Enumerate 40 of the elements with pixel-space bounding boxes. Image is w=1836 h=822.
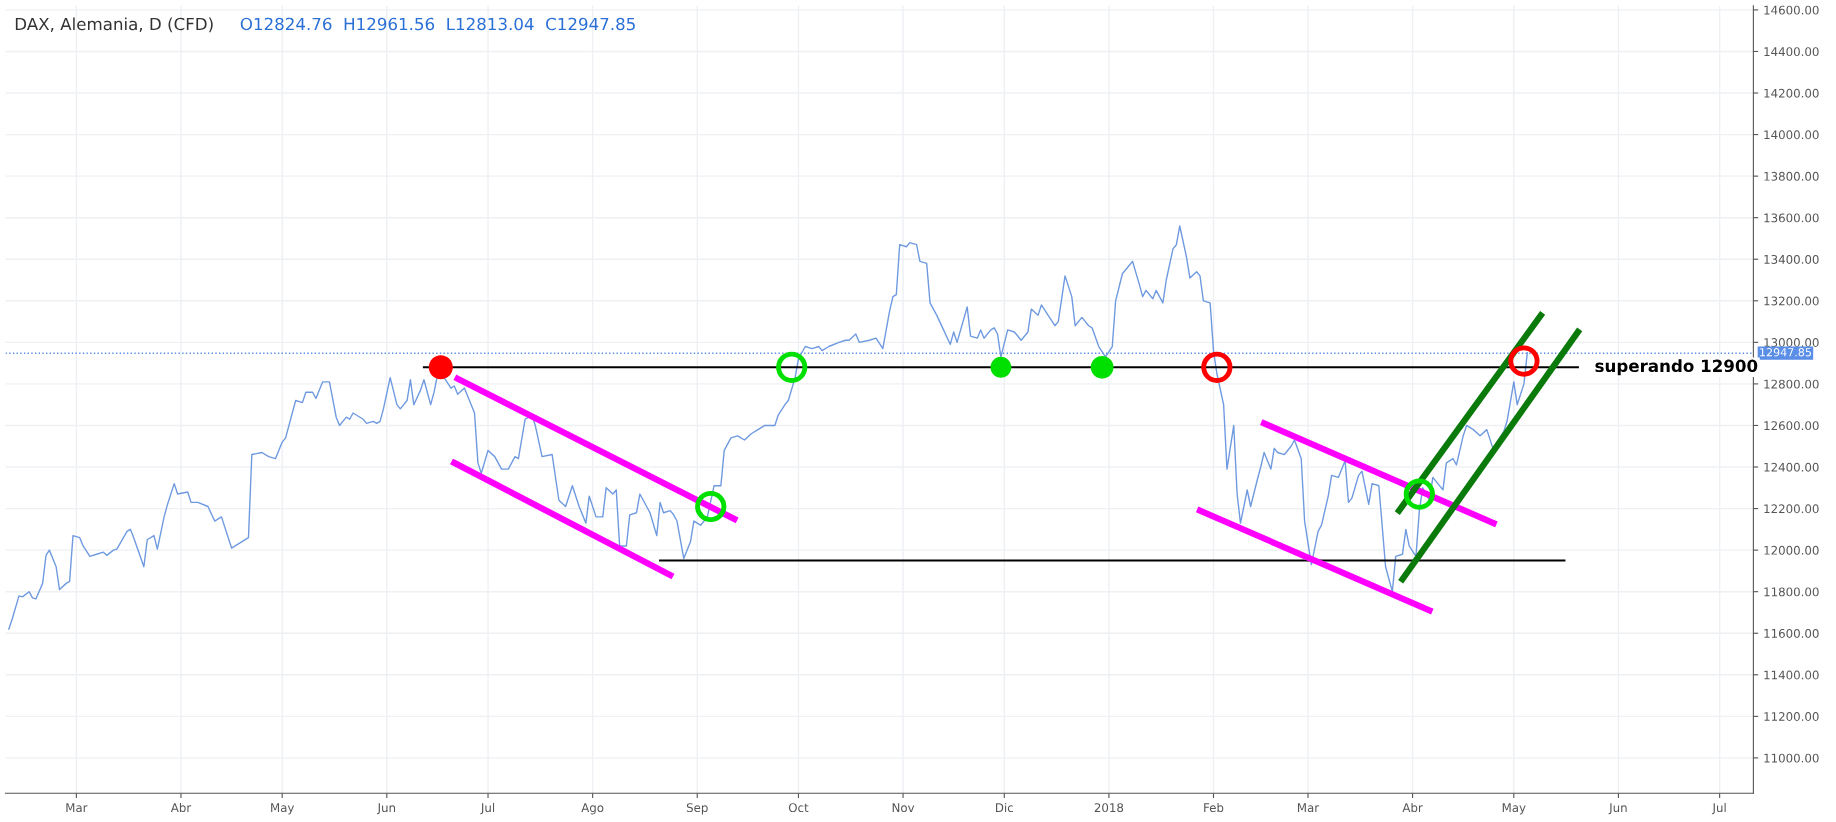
y-tick-label: 14200.00 bbox=[1764, 88, 1819, 98]
x-tick-label: Ago bbox=[581, 803, 604, 815]
x-tick-label: Feb bbox=[1204, 802, 1224, 813]
y-tick-label: 11200.00 bbox=[1764, 712, 1819, 722]
x-tick-label: Jul bbox=[1711, 802, 1726, 815]
x-tick-label: Jun bbox=[1608, 803, 1627, 815]
y-tick-label: 13400.00 bbox=[1764, 254, 1819, 264]
y-tick-label: 14400.00 bbox=[1764, 47, 1819, 57]
x-tick-label: Abr bbox=[1402, 802, 1423, 813]
ref-line-label: 12947.85 bbox=[1760, 348, 1811, 357]
y-tick-label: 14600.00 bbox=[1764, 5, 1819, 15]
y-tick-label: 13000.00 bbox=[1764, 338, 1819, 348]
x-tick-label: 2018 bbox=[1094, 803, 1124, 813]
x-tick-label: Jul bbox=[480, 802, 495, 815]
y-tick-label: 13800.00 bbox=[1764, 171, 1819, 181]
y-tick-label: 11800.00 bbox=[1764, 587, 1819, 597]
y-tick-label: 13600.00 bbox=[1764, 213, 1819, 223]
y-tick-label: 12000.00 bbox=[1764, 545, 1819, 555]
y-tick-label: 12800.00 bbox=[1764, 379, 1819, 389]
x-tick-label: Oct bbox=[788, 803, 809, 813]
y-tick-label: 12400.00 bbox=[1764, 462, 1819, 472]
y-tick-label: 12200.00 bbox=[1764, 504, 1819, 514]
y-tick-label: 12600.00 bbox=[1764, 421, 1819, 431]
y-tick-label: 11600.00 bbox=[1764, 628, 1819, 638]
x-tick-label: Sep bbox=[686, 803, 708, 815]
text: O12824.76 H12961.56 L12813.04 C12947.85 bbox=[240, 17, 635, 31]
x-tick-label: Abr bbox=[170, 802, 192, 813]
x-tick-label: May bbox=[1502, 803, 1526, 815]
x-tick-label: Dic bbox=[996, 802, 1013, 813]
x-tick-label: Jun bbox=[376, 803, 396, 815]
x-tick-label: Nov bbox=[892, 803, 915, 813]
y-tick-label: 11400.00 bbox=[1764, 670, 1819, 680]
x-tick-label: Mar bbox=[1298, 803, 1320, 813]
text: DAX, Alemania, D (CFD) bbox=[15, 17, 213, 33]
series-label: superando 12900 bbox=[1595, 359, 1758, 376]
x-tick-label: May bbox=[271, 803, 295, 815]
y-tick-label: 14000.00 bbox=[1764, 130, 1819, 140]
x-tick-label: Mar bbox=[66, 803, 88, 813]
y-tick-label: 13200.00 bbox=[1764, 296, 1819, 306]
y-tick-label: 11000.00 bbox=[1764, 753, 1819, 763]
